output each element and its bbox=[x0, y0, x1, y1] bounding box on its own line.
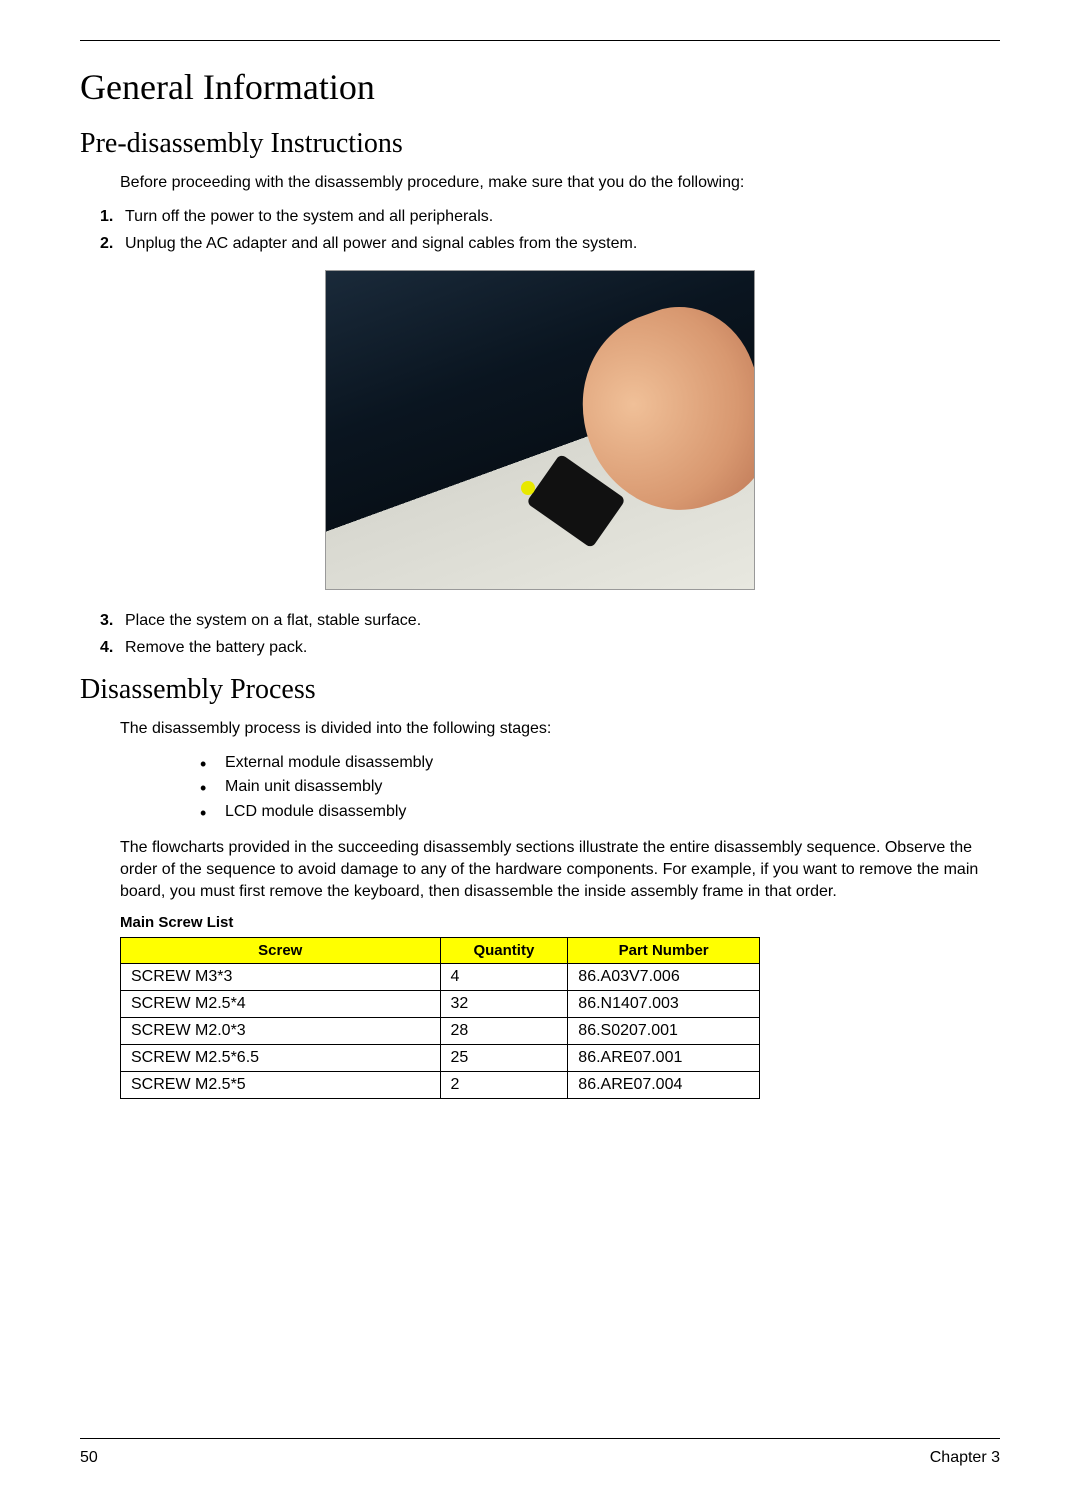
step-1: 1. Turn off the power to the system and a… bbox=[100, 206, 1000, 228]
plug-tip bbox=[521, 481, 535, 495]
bottom-rule bbox=[80, 1438, 1000, 1439]
step-text: Turn off the power to the system and all… bbox=[125, 208, 493, 225]
chapter-label: Chapter 3 bbox=[930, 1449, 1000, 1467]
step-num: 3. bbox=[100, 610, 113, 632]
col-header-quantity: Quantity bbox=[440, 938, 568, 964]
cell-screw: SCREW M2.5*4 bbox=[121, 991, 441, 1018]
page-number: 50 bbox=[80, 1449, 98, 1467]
col-header-screw: Screw bbox=[121, 938, 441, 964]
intro-text-2: The disassembly process is divided into … bbox=[120, 718, 1000, 740]
step-num: 2. bbox=[100, 233, 113, 255]
col-header-part: Part Number bbox=[568, 938, 760, 964]
steps-1-2: 1. Turn off the power to the system and a… bbox=[100, 206, 1000, 255]
cell-screw: SCREW M2.0*3 bbox=[121, 1018, 441, 1045]
cell-screw: SCREW M2.5*5 bbox=[121, 1072, 441, 1099]
step-num: 4. bbox=[100, 637, 113, 659]
stages-list: External module disassembly Main unit di… bbox=[200, 752, 1000, 823]
cell-qty: 2 bbox=[440, 1072, 568, 1099]
page-footer: 50 Chapter 3 bbox=[80, 1438, 1000, 1467]
cell-part: 86.S0207.001 bbox=[568, 1018, 760, 1045]
table-header-row: Screw Quantity Part Number bbox=[121, 938, 760, 964]
table-body: SCREW M3*3 4 86.A03V7.006 SCREW M2.5*4 3… bbox=[121, 964, 760, 1099]
stage-item: External module disassembly bbox=[200, 752, 1000, 774]
step-text: Remove the battery pack. bbox=[125, 639, 307, 656]
cell-screw: SCREW M3*3 bbox=[121, 964, 441, 991]
table-title: Main Screw List bbox=[120, 914, 1000, 931]
cell-qty: 32 bbox=[440, 991, 568, 1018]
page-title: General Information bbox=[80, 66, 1000, 108]
table-row: SCREW M2.5*4 32 86.N1407.003 bbox=[121, 991, 760, 1018]
top-rule bbox=[80, 40, 1000, 41]
cell-qty: 4 bbox=[440, 964, 568, 991]
table-row: SCREW M2.0*3 28 86.S0207.001 bbox=[121, 1018, 760, 1045]
step-3: 3. Place the system on a flat, stable sur… bbox=[100, 610, 1000, 632]
section-heading-pre-disassembly: Pre-disassembly Instructions bbox=[80, 128, 1000, 160]
cell-qty: 28 bbox=[440, 1018, 568, 1045]
cell-part: 86.ARE07.001 bbox=[568, 1045, 760, 1072]
step-num: 1. bbox=[100, 206, 113, 228]
table-row: SCREW M2.5*6.5 25 86.ARE07.001 bbox=[121, 1045, 760, 1072]
stage-item: LCD module disassembly bbox=[200, 801, 1000, 823]
intro-text-1: Before proceeding with the disassembly p… bbox=[120, 172, 1000, 194]
cell-qty: 25 bbox=[440, 1045, 568, 1072]
step-4: 4. Remove the battery pack. bbox=[100, 637, 1000, 659]
steps-3-4: 3. Place the system on a flat, stable sur… bbox=[100, 610, 1000, 659]
step-2: 2. Unplug the AC adapter and all power an… bbox=[100, 233, 1000, 255]
screw-table: Screw Quantity Part Number SCREW M3*3 4 … bbox=[120, 937, 760, 1099]
table-row: SCREW M2.5*5 2 86.ARE07.004 bbox=[121, 1072, 760, 1099]
step-text: Unplug the AC adapter and all power and … bbox=[125, 235, 637, 252]
cell-part: 86.A03V7.006 bbox=[568, 964, 760, 991]
flowchart-paragraph: The flowcharts provided in the succeedin… bbox=[120, 837, 990, 902]
cell-part: 86.N1407.003 bbox=[568, 991, 760, 1018]
table-row: SCREW M3*3 4 86.A03V7.006 bbox=[121, 964, 760, 991]
cell-part: 86.ARE07.004 bbox=[568, 1072, 760, 1099]
cell-screw: SCREW M2.5*6.5 bbox=[121, 1045, 441, 1072]
section-heading-disassembly-process: Disassembly Process bbox=[80, 674, 1000, 706]
stage-item: Main unit disassembly bbox=[200, 776, 1000, 798]
step-text: Place the system on a flat, stable surfa… bbox=[125, 612, 421, 629]
figure-unplug-adapter bbox=[325, 270, 755, 590]
